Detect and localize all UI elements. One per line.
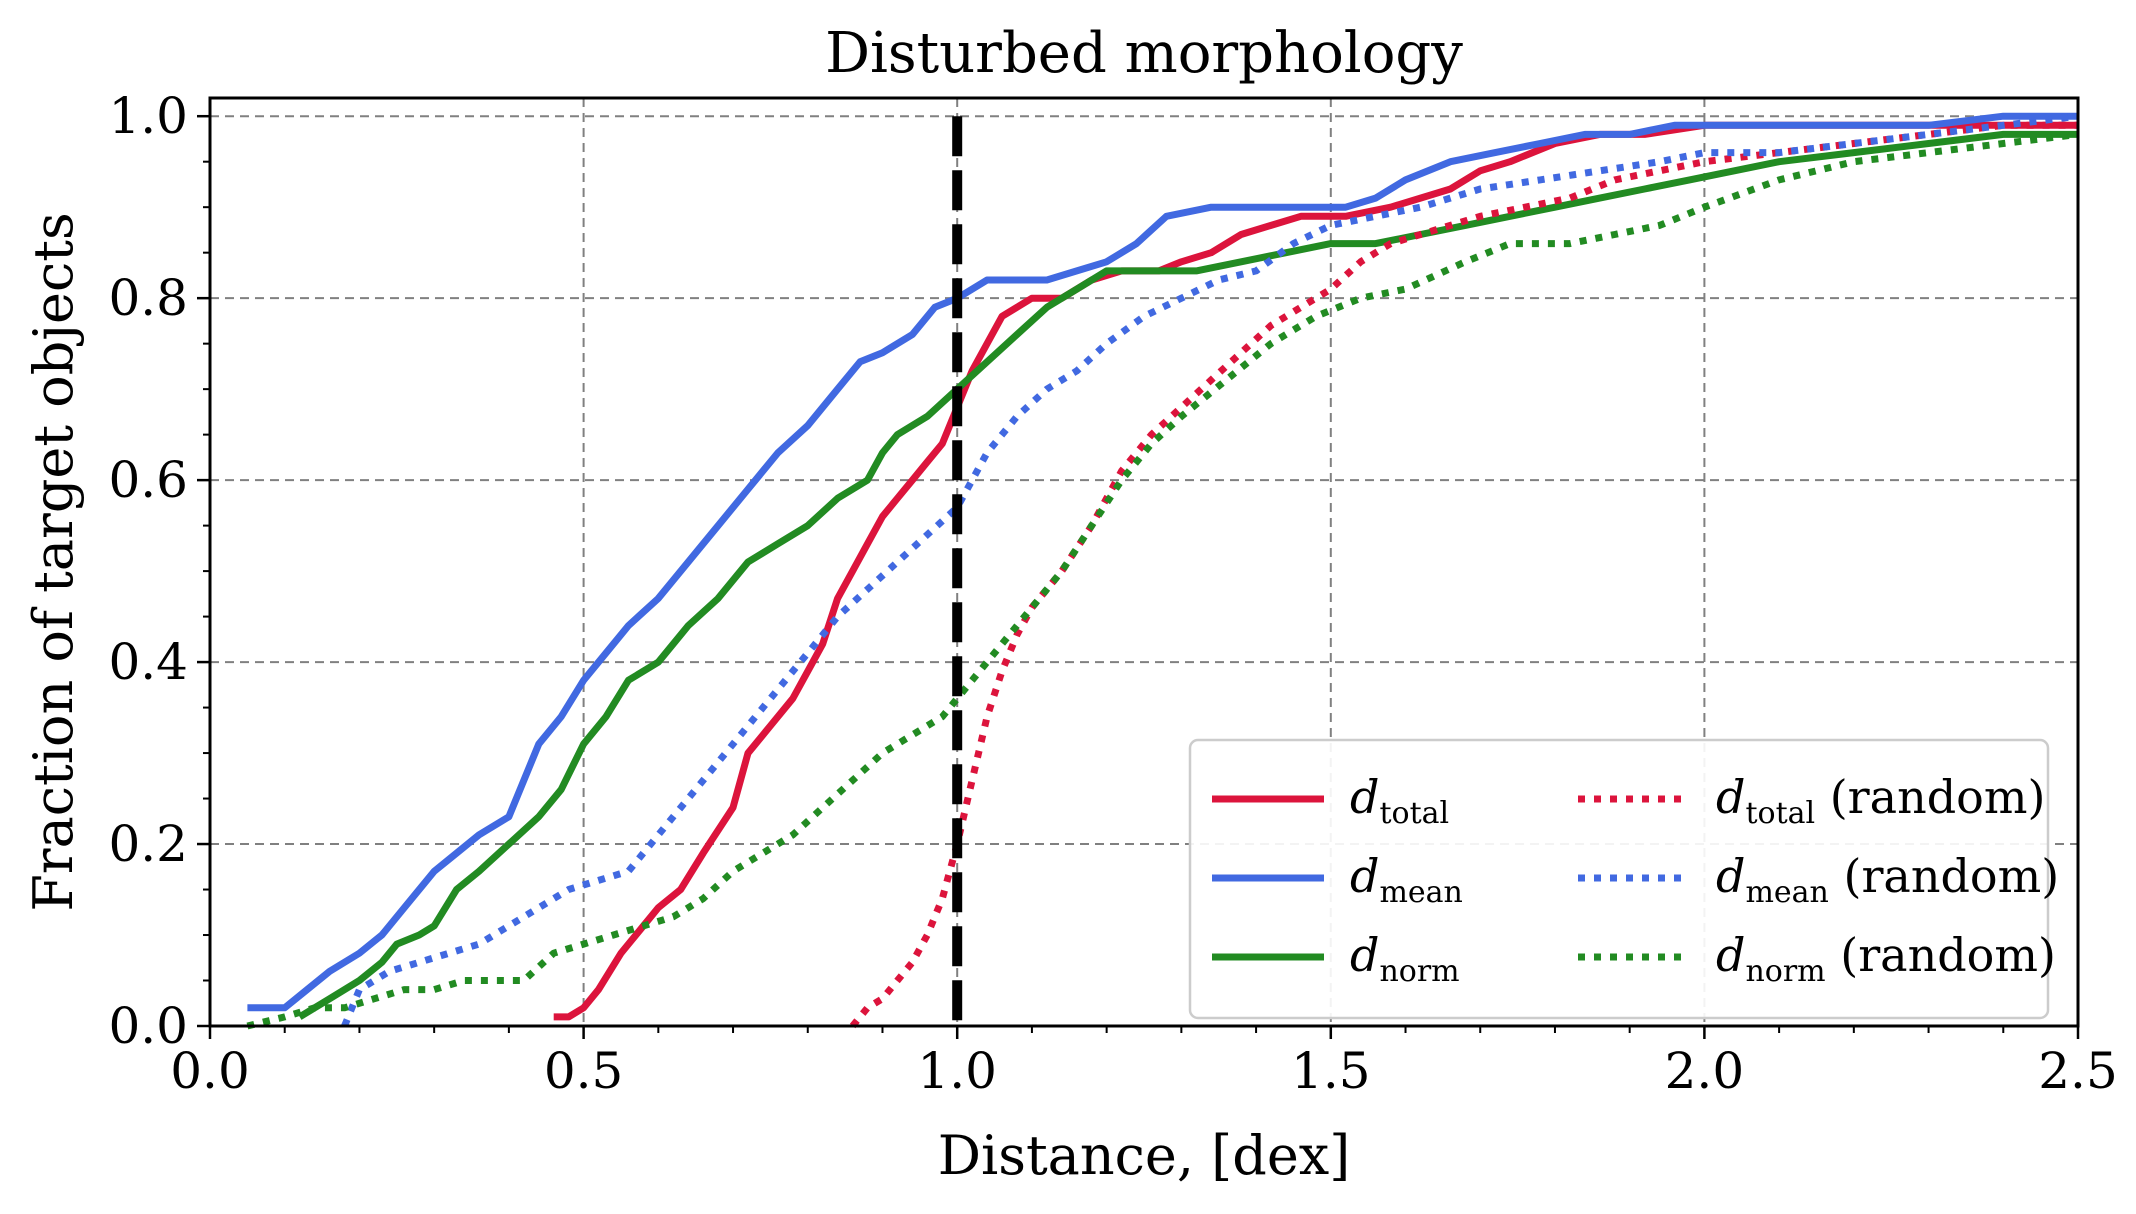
axis-ticks: 0.0 0.5 1.0 1.5 2.0 2.5 0.0 0.2 0.4 0.6 0.8 1.0	[108, 87, 2117, 1100]
legend: dtotal dmean dnorm dtotal (random) dmean (ra…	[1188, 738, 2059, 1020]
x-tick-label: 0.5	[544, 1042, 624, 1100]
y-tick-label: 0.2	[108, 815, 188, 873]
legend-label: dmean	[1350, 849, 1463, 910]
x-tick-label: 2.0	[1665, 1042, 1745, 1100]
y-tick-label: 0.0	[108, 997, 188, 1055]
legend-label: dnorm (random)	[1716, 928, 2056, 989]
series-line-d-mean	[247, 112, 2078, 1012]
legend-label: dmean (random)	[1716, 849, 2059, 910]
x-tick-label: 1.5	[1291, 1042, 1371, 1100]
x-tick-label: 1.0	[917, 1042, 997, 1100]
x-tick-label: 2.5	[2038, 1042, 2118, 1100]
chart-title: Disturbed morphology	[825, 21, 1463, 86]
y-tick-label: 1.0	[108, 87, 188, 145]
y-tick-label: 0.8	[108, 269, 188, 327]
series-lines	[246, 112, 2079, 1030]
x-axis-label: Distance, [dex]	[938, 1124, 1351, 1187]
plot-frame	[208, 96, 2080, 1028]
legend-label: dtotal	[1350, 770, 1449, 831]
y-tick-label: 0.6	[108, 451, 188, 509]
y-tick-label: 0.4	[108, 633, 188, 691]
legend-label: dnorm	[1350, 928, 1460, 989]
series-line-d-total-random	[849, 121, 2078, 1029]
legend-label: dtotal (random)	[1716, 770, 2045, 831]
series-line-d-norm	[297, 130, 2078, 1020]
y-axis-label: Fraction of target objects	[22, 212, 85, 911]
series-line-d-total	[553, 121, 2078, 1021]
x-tick-label: 0.0	[170, 1042, 250, 1100]
legend-box	[1188, 738, 2050, 1020]
